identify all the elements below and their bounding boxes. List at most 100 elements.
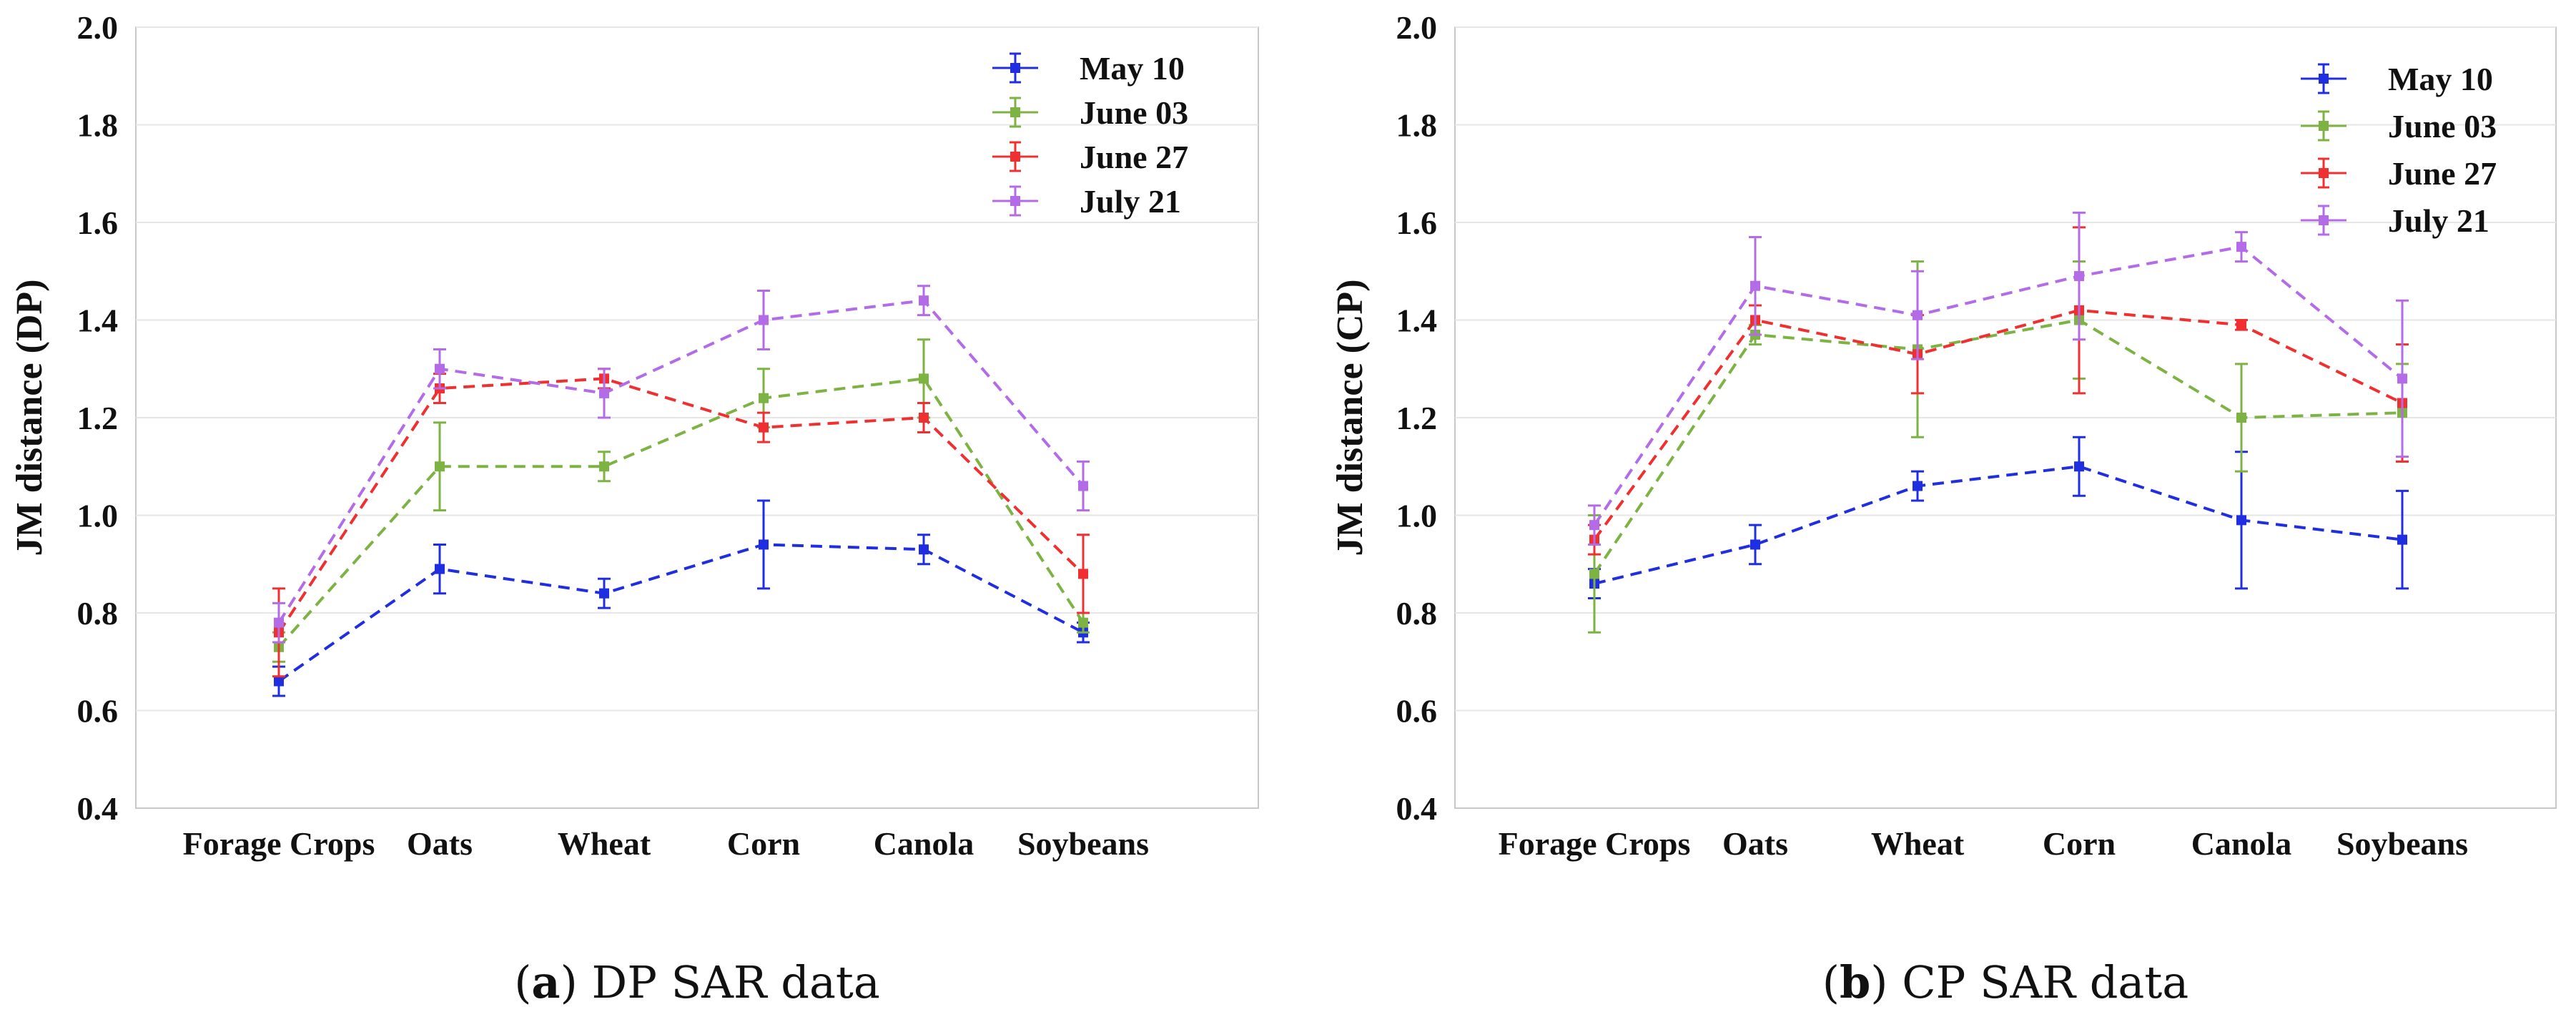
legend-entry-june-03: June 03: [2301, 108, 2497, 144]
series-may-10: [1588, 436, 2409, 600]
caption-text: DP SAR data: [591, 956, 879, 1008]
y-tick-label: 1.0: [1396, 498, 1438, 534]
caption-paren: ): [1870, 956, 1902, 1008]
data-point: [274, 676, 284, 687]
data-point: [1750, 539, 1760, 550]
data-point: [759, 393, 769, 403]
y-tick-label: 1.4: [77, 303, 119, 339]
legend-swatch-marker: [2319, 121, 2329, 131]
data-point: [2236, 413, 2246, 423]
series-july-21: [1588, 211, 2409, 546]
legend-entry-july-21: July 21: [2301, 202, 2489, 239]
caption: (b) CP SAR data: [1822, 956, 2189, 1008]
data-point: [599, 588, 609, 599]
x-tick-label-forage-crops: Forage Crops: [1499, 825, 1691, 862]
caption-paren: (: [1822, 956, 1840, 1008]
legend-swatch-marker: [1010, 152, 1020, 162]
legend-swatch-marker: [2319, 215, 2329, 225]
legend-entry-june-27: June 27: [2301, 155, 2497, 192]
caption-paren: (: [514, 956, 531, 1008]
legend-swatch-marker: [1010, 107, 1020, 117]
y-tick-label: 1.2: [77, 400, 119, 436]
chart-dp-sar: 0.4 0.6 0.8 1.0 1.2 1.4 1.6 1.8 2.0 JM distance (…: [9, 9, 1259, 1008]
y-tick-label: 2.0: [77, 9, 119, 46]
legend-entry-june-03: June 03: [992, 94, 1188, 131]
series-line: [1594, 465, 2403, 585]
x-tick-label-canola: Canola: [2191, 825, 2292, 862]
legend-label: June 03: [2388, 108, 2497, 144]
series-june-27: [272, 368, 1090, 678]
y-tick-label: 2.0: [1396, 9, 1438, 46]
legend-label: June 27: [1080, 139, 1188, 175]
x-tick-label-soybeans: Soybeans: [1017, 825, 1149, 862]
legend-label: May 10: [2388, 61, 2493, 97]
series-july-21: [272, 285, 1090, 644]
series-may-10: [272, 499, 1090, 697]
x-tick-label-wheat: Wheat: [558, 825, 651, 862]
data-point: [1589, 569, 1599, 579]
x-tick-label-wheat: Wheat: [1871, 825, 1965, 862]
y-tick-label: 0.4: [77, 790, 119, 827]
data-point: [274, 617, 284, 628]
y-tick-label: 0.4: [1396, 790, 1438, 827]
data-point: [1913, 310, 1923, 320]
y-tick-label: 1.0: [77, 498, 119, 534]
data-point: [1078, 481, 1088, 491]
legend-label: July 21: [1080, 183, 1181, 220]
data-point: [1078, 617, 1088, 628]
y-tick-label: 0.8: [1396, 595, 1438, 632]
y-tick-label: 1.2: [1396, 400, 1438, 436]
x-tick-label-corn: Corn: [2043, 825, 2116, 862]
caption-letter: a: [531, 956, 560, 1008]
series-june-27: [1588, 226, 2409, 556]
data-point: [1589, 520, 1599, 531]
caption-text: CP SAR data: [1902, 956, 2188, 1008]
legend-label: June 27: [2388, 155, 2497, 192]
legend-swatch-marker: [1010, 196, 1020, 206]
series-line: [277, 377, 1085, 649]
data-point: [919, 544, 929, 555]
series-line: [277, 299, 1085, 624]
series-line: [1593, 308, 2403, 541]
caption-letter: b: [1840, 956, 1870, 1008]
legend: May 10 June 03 June 27 July 21: [992, 50, 1188, 220]
series-line: [1593, 245, 2404, 526]
x-tick-label-soybeans: Soybeans: [2336, 825, 2468, 862]
data-point: [599, 388, 609, 398]
data-point: [2397, 534, 2407, 545]
data-point: [919, 413, 929, 423]
data-point: [435, 363, 445, 374]
y-tick-label: 1.4: [1396, 303, 1438, 339]
caption-paren: ): [561, 956, 592, 1008]
data-point: [2236, 242, 2246, 252]
x-tick-label-oats: Oats: [407, 825, 473, 862]
data-point: [759, 422, 769, 433]
data-point: [599, 461, 609, 472]
y-tick-label: 0.6: [1396, 693, 1438, 729]
y-axis-title: JM distance (CP): [1330, 279, 1371, 556]
legend-entry-june-27: June 27: [992, 139, 1188, 175]
y-tick-label: 1.6: [77, 205, 119, 241]
series-line: [277, 377, 1085, 634]
data-point: [2074, 271, 2084, 282]
data-point: [919, 295, 929, 306]
legend-swatch-marker: [2319, 74, 2329, 84]
y-tick-label: 1.6: [1396, 205, 1438, 241]
data-point: [1913, 481, 1923, 491]
legend-label: June 03: [1080, 94, 1188, 131]
legend-swatch-marker: [1010, 63, 1020, 73]
data-point: [435, 461, 445, 472]
chart-cp-sar: 0.4 0.6 0.8 1.0 1.2 1.4 1.6 1.8 2.0 JM distance (…: [1330, 9, 2557, 1008]
x-tick-label-oats: Oats: [1722, 825, 1788, 862]
x-tick-label-forage-crops: Forage Crops: [183, 825, 375, 862]
legend-entry-july-21: July 21: [992, 183, 1181, 220]
y-tick-label: 0.8: [77, 595, 119, 632]
x-tick-label-corn: Corn: [727, 825, 800, 862]
series-june-03: [1588, 260, 2409, 634]
y-tick-label: 1.8: [1396, 107, 1438, 144]
data-point: [2236, 320, 2246, 330]
data-point: [2074, 461, 2084, 472]
y-tick-label: 1.8: [77, 107, 119, 144]
y-axis-title: JM distance (DP): [9, 279, 50, 556]
